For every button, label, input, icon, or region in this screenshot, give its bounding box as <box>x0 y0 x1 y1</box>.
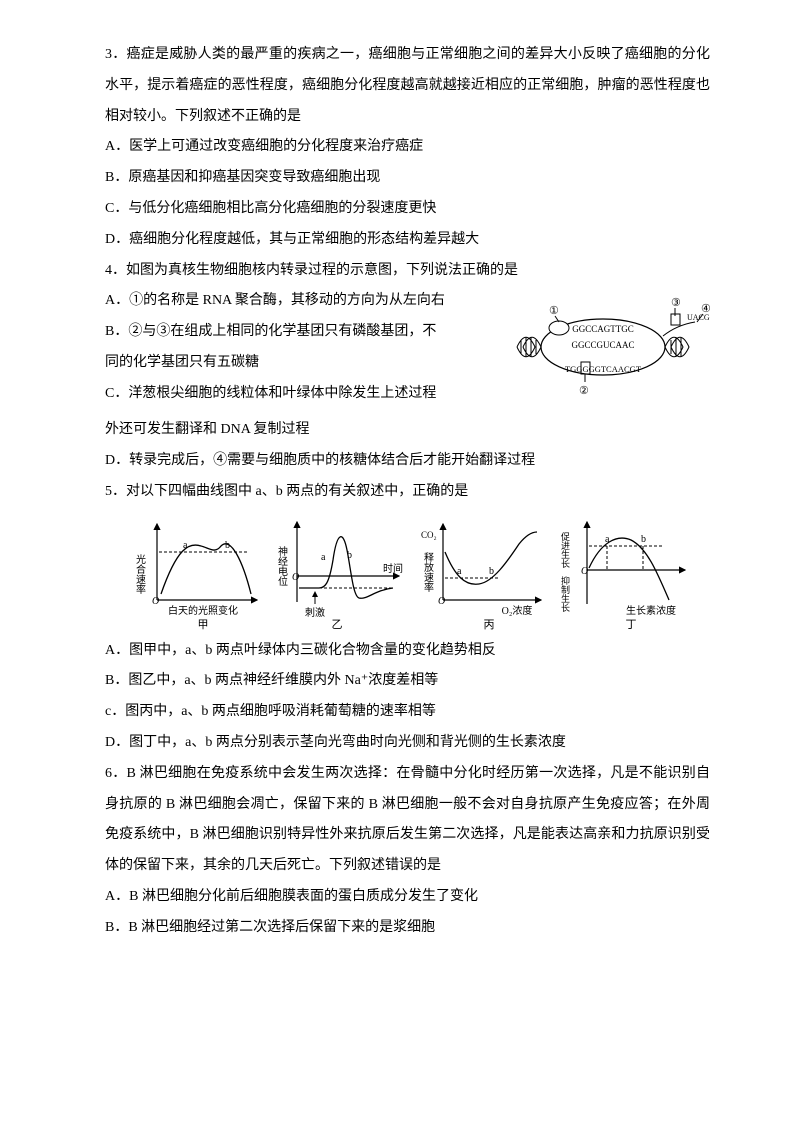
q4-option-a: A．①的名称是 RNA 聚合酶，其移动的方向为从左向右 <box>105 286 511 317</box>
q4-stem: 4．如图为真核生物细胞核内转录过程的示意图，下列说法正确的是 <box>105 256 710 287</box>
q4-top-seq: GGCCAGTTGC <box>572 324 634 334</box>
svg-text:光合速率: 光合速率 <box>133 552 145 594</box>
svg-text:丁: 丁 <box>625 619 636 631</box>
svg-text:促进生长: 促进生长 <box>560 530 570 568</box>
svg-text:O: O <box>152 596 159 607</box>
svg-text:白天的光照变化: 白天的光照变化 <box>168 604 238 617</box>
q5-charts: O a b 光合速率 白天的光照变化 甲 O a b <box>105 512 710 632</box>
chart-bing: O a b CO₂ 释放速率 O₂浓度 丙 <box>409 512 549 632</box>
q6-option-b: B．B 淋巴细胞经过第二次选择后保留下来的是浆细胞 <box>105 913 710 944</box>
q4-option-b-line1: B．②与③在组成上相同的化学基团只有磷酸基团，不 <box>105 317 511 348</box>
svg-text:O: O <box>292 572 299 583</box>
svg-text:b: b <box>489 566 494 577</box>
q6-stem: 6．B 淋巴细胞在免疫系统中会发生两次选择：在骨髓中分化时经历第一次选择，凡是不… <box>105 759 710 882</box>
svg-text:抑制生长: 抑制生长 <box>560 574 570 612</box>
chart-yi: O a b 神经电位 时间 刺激 乙 <box>267 512 407 632</box>
q4-bot-seq: TGGGGGTCAACGT <box>565 364 642 374</box>
q5-option-a: A．图甲中，a、b 两点叶绿体内三碳化合物含量的变化趋势相反 <box>105 636 710 667</box>
svg-text:乙: 乙 <box>331 618 342 631</box>
svg-text:a: a <box>605 534 610 545</box>
q4-callout-1: ① <box>549 305 559 317</box>
q4-callout-2: ② <box>579 385 589 397</box>
q4-option-b-line2: 同的化学基团只有五碳糖 <box>105 348 511 379</box>
q5-option-c: c．图丙中，a、b 两点细胞呼吸消耗葡萄糖的速率相等 <box>105 697 710 728</box>
svg-text:b: b <box>225 540 230 551</box>
svg-text:释放速率: 释放速率 <box>421 550 433 592</box>
svg-text:丙: 丙 <box>483 619 494 631</box>
svg-text:O₂浓度: O₂浓度 <box>501 604 532 617</box>
svg-text:生长素浓度: 生长素浓度 <box>626 604 676 617</box>
q3-option-b: B．原癌基因和抑癌基因突变导致癌细胞出现 <box>105 163 710 194</box>
q4-mid-seq: GGCCGUCAAC <box>571 340 634 350</box>
svg-text:O: O <box>581 566 588 577</box>
svg-text:a: a <box>183 540 188 551</box>
q4-callout-4: ④ <box>701 303 710 315</box>
q5-option-b: B．图乙中，a、b 两点神经纤维膜内外 Na⁺浓度差相等 <box>105 666 710 697</box>
chart-ding: O a b 促进生长 抑制生长 生长素浓度 丁 <box>551 512 691 632</box>
q3-option-c: C．与低分化癌细胞相比高分化癌细胞的分裂速度更快 <box>105 194 710 225</box>
q4-option-d: D．转录完成后，④需要与细胞质中的核糖体结合后才能开始翻译过程 <box>105 446 710 477</box>
svg-text:刺激: 刺激 <box>305 606 325 619</box>
q4-callout-3: ③ <box>671 297 681 309</box>
svg-text:b: b <box>641 534 646 545</box>
q5-option-d: D．图丁中，a、b 两点分别表示茎向光弯曲时向光侧和背光侧的生长素浓度 <box>105 728 710 759</box>
q4-figure: GGCCAGTTGC GGCCGUCAAC TGGGGGTCAACGT UACG… <box>511 286 710 415</box>
chart-jia: O a b 光合速率 白天的光照变化 甲 <box>125 512 265 632</box>
svg-text:神经电位: 神经电位 <box>275 544 287 585</box>
svg-text:O: O <box>438 596 445 607</box>
q3-option-a: A．医学上可通过改变癌细胞的分化程度来治疗癌症 <box>105 132 710 163</box>
svg-text:a: a <box>321 552 326 563</box>
svg-text:甲: 甲 <box>197 619 208 631</box>
q4-option-c-line1: C．洋葱根尖细胞的线粒体和叶绿体中除发生上述过程 <box>105 379 511 410</box>
q3-stem: 3．癌症是威胁人类的最严重的疾病之一，癌细胞与正常细胞之间的差异大小反映了癌细胞… <box>105 40 710 132</box>
svg-text:b: b <box>347 550 352 561</box>
svg-text:时间: 时间 <box>383 562 403 575</box>
svg-text:a: a <box>457 566 462 577</box>
q6-option-a: A．B 淋巴细胞分化前后细胞膜表面的蛋白质成分发生了变化 <box>105 882 710 913</box>
q3-option-d: D．癌细胞分化程度越低，其与正常细胞的形态结构差异越大 <box>105 225 710 256</box>
q4-option-c-line2: 外还可发生翻译和 DNA 复制过程 <box>105 415 710 446</box>
q5-stem: 5．对以下四幅曲线图中 a、b 两点的有关叙述中，正确的是 <box>105 477 710 508</box>
svg-text:CO₂: CO₂ <box>421 530 437 540</box>
